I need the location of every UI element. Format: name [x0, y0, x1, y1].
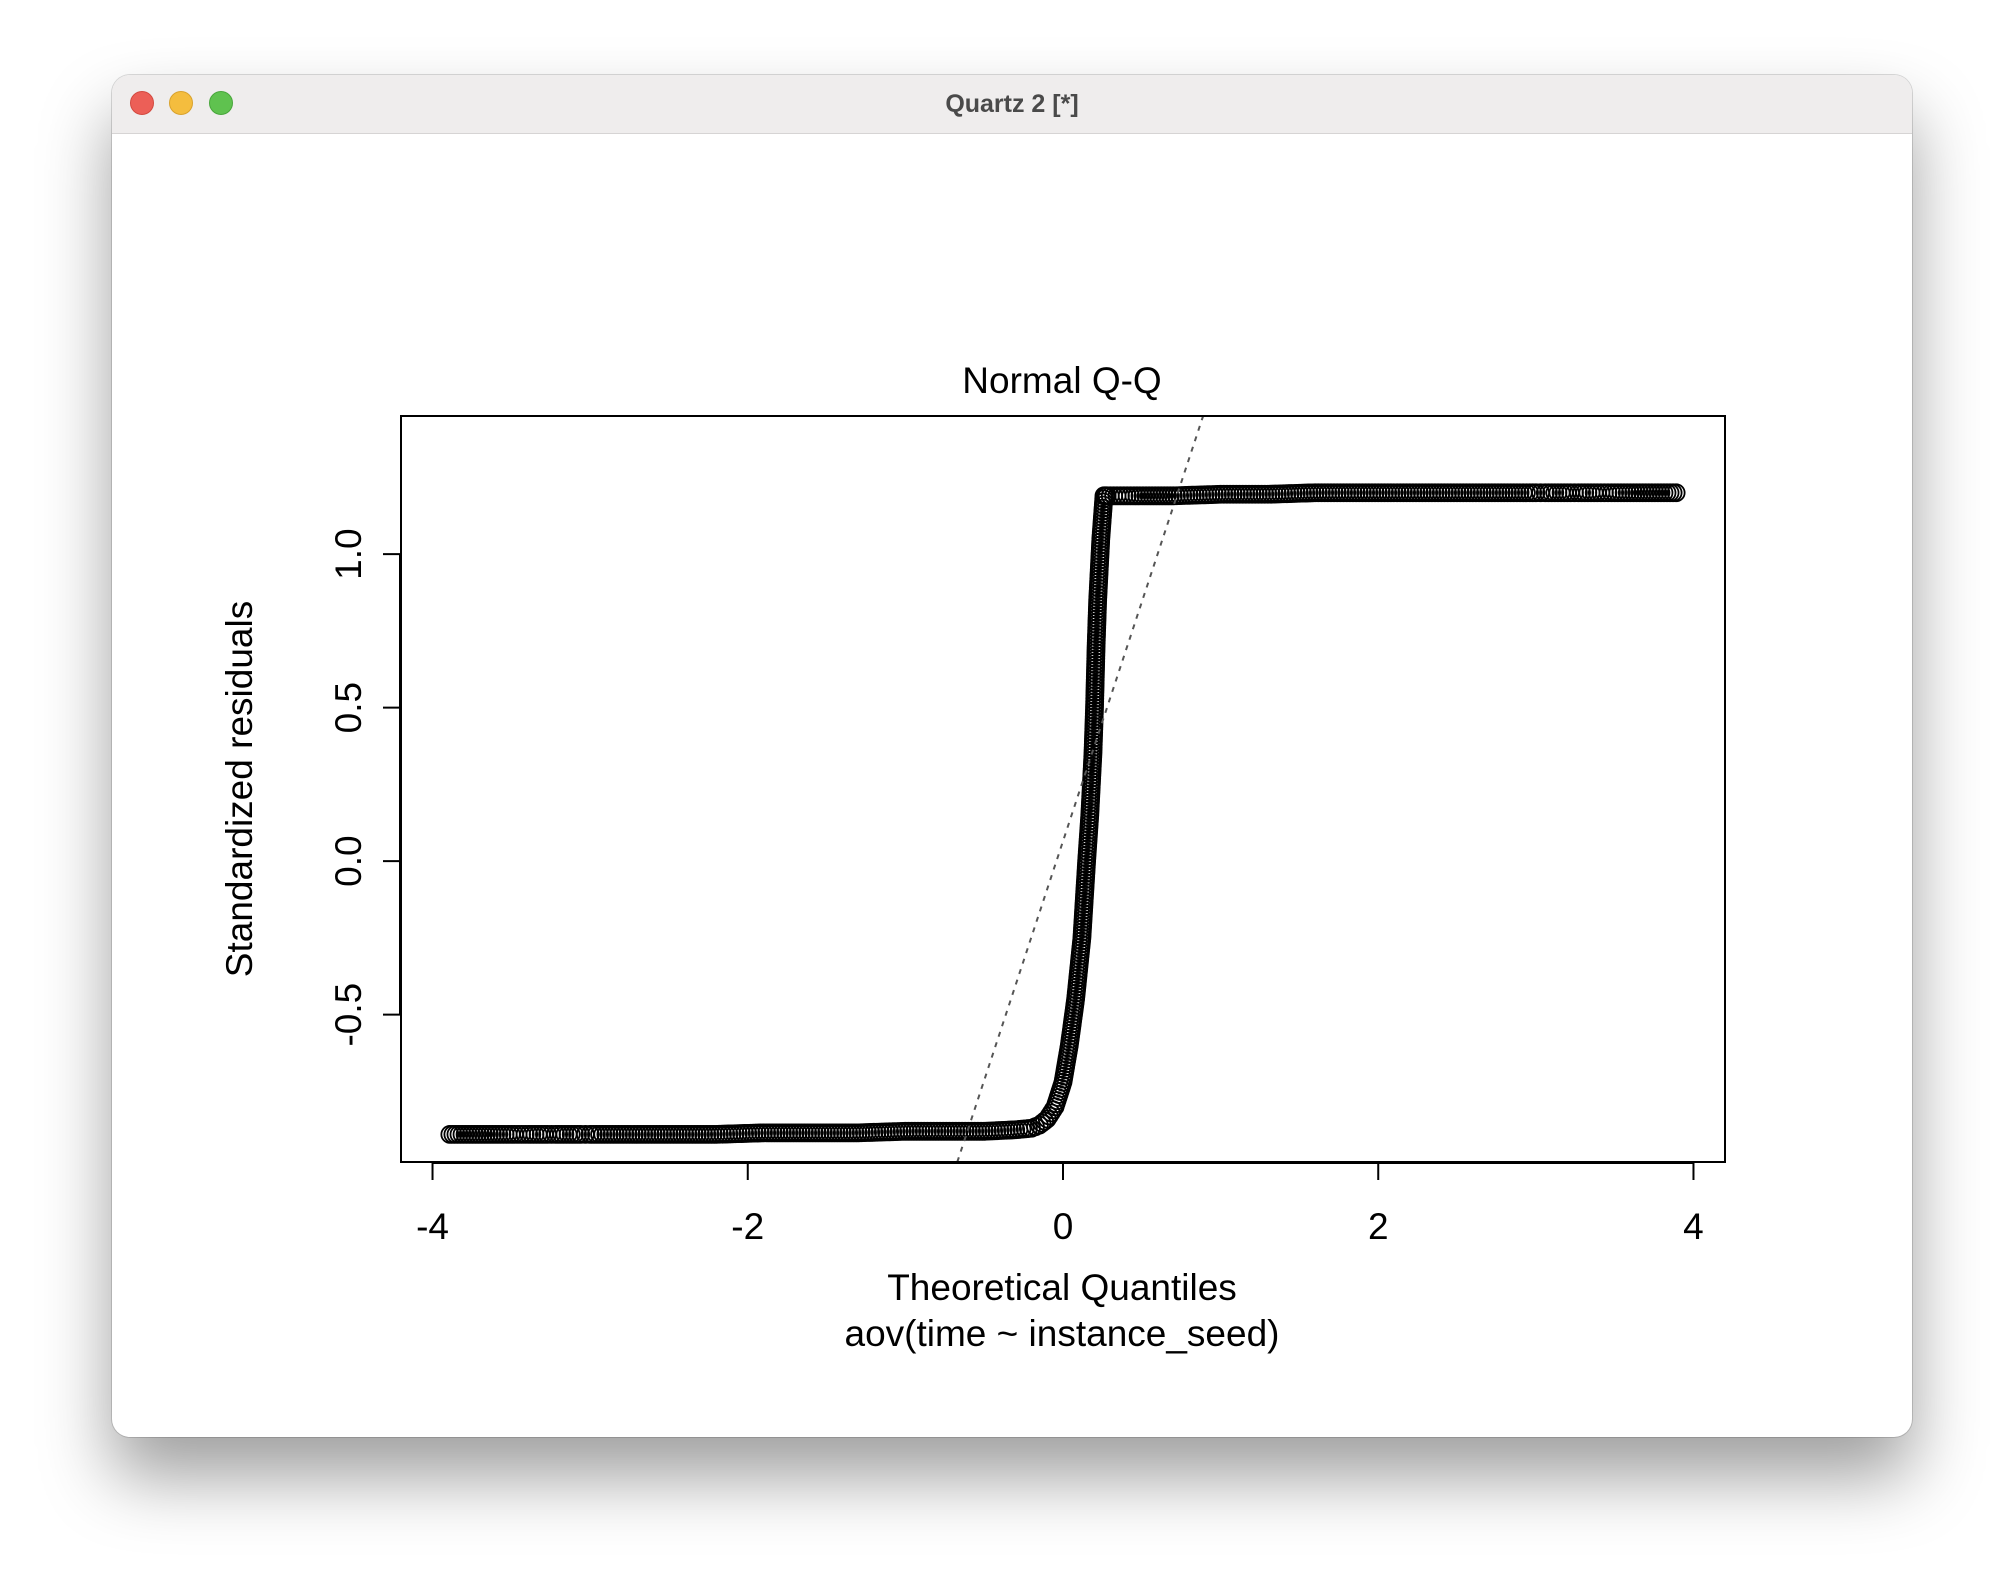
data-point: [571, 1124, 591, 1144]
y-axis-label: Standardized residuals: [219, 601, 260, 977]
chart-title: Normal Q-Q: [962, 360, 1161, 401]
y-tick-label: 0.5: [328, 682, 369, 733]
y-axis: -0.5 0.0 0.5 1.0: [328, 528, 401, 1047]
quartz-window: Quartz 2 [*] Normal Q-Q -4 -2 0 2 4 -0.5 0.0 0…: [112, 75, 1912, 1437]
close-button[interactable]: [130, 91, 154, 115]
qq-plot: Normal Q-Q -4 -2 0 2 4 -0.5 0.0 0.5 1.0 Theoret…: [219, 360, 1726, 1354]
window-title: Quartz 2 [*]: [945, 90, 1079, 118]
title-bar[interactable]: Quartz 2 [*]: [112, 75, 1912, 134]
data-point: [1666, 483, 1686, 503]
x-tick-label: -4: [416, 1206, 449, 1247]
y-tick-label: 0.0: [328, 835, 369, 886]
y-tick-label: 1.0: [328, 528, 369, 579]
x-tick-label: 0: [1053, 1206, 1074, 1247]
y-tick-label: -0.5: [328, 983, 369, 1047]
qq-reference-line: [956, 415, 1205, 1163]
x-tick-label: 4: [1683, 1206, 1704, 1247]
x-axis: -4 -2 0 2 4: [416, 1162, 1704, 1247]
chart-subtitle: aov(time ~ instance_seed): [845, 1313, 1280, 1354]
reference-line-group: [956, 415, 1205, 1163]
x-tick-label: -2: [731, 1206, 764, 1247]
x-tick-label: 2: [1368, 1206, 1389, 1247]
x-axis-label: Theoretical Quantiles: [887, 1267, 1237, 1308]
data-point: [1526, 483, 1546, 503]
zoom-button[interactable]: [209, 91, 233, 115]
plot-marks: [440, 483, 1686, 1144]
minimize-button[interactable]: [169, 91, 193, 115]
